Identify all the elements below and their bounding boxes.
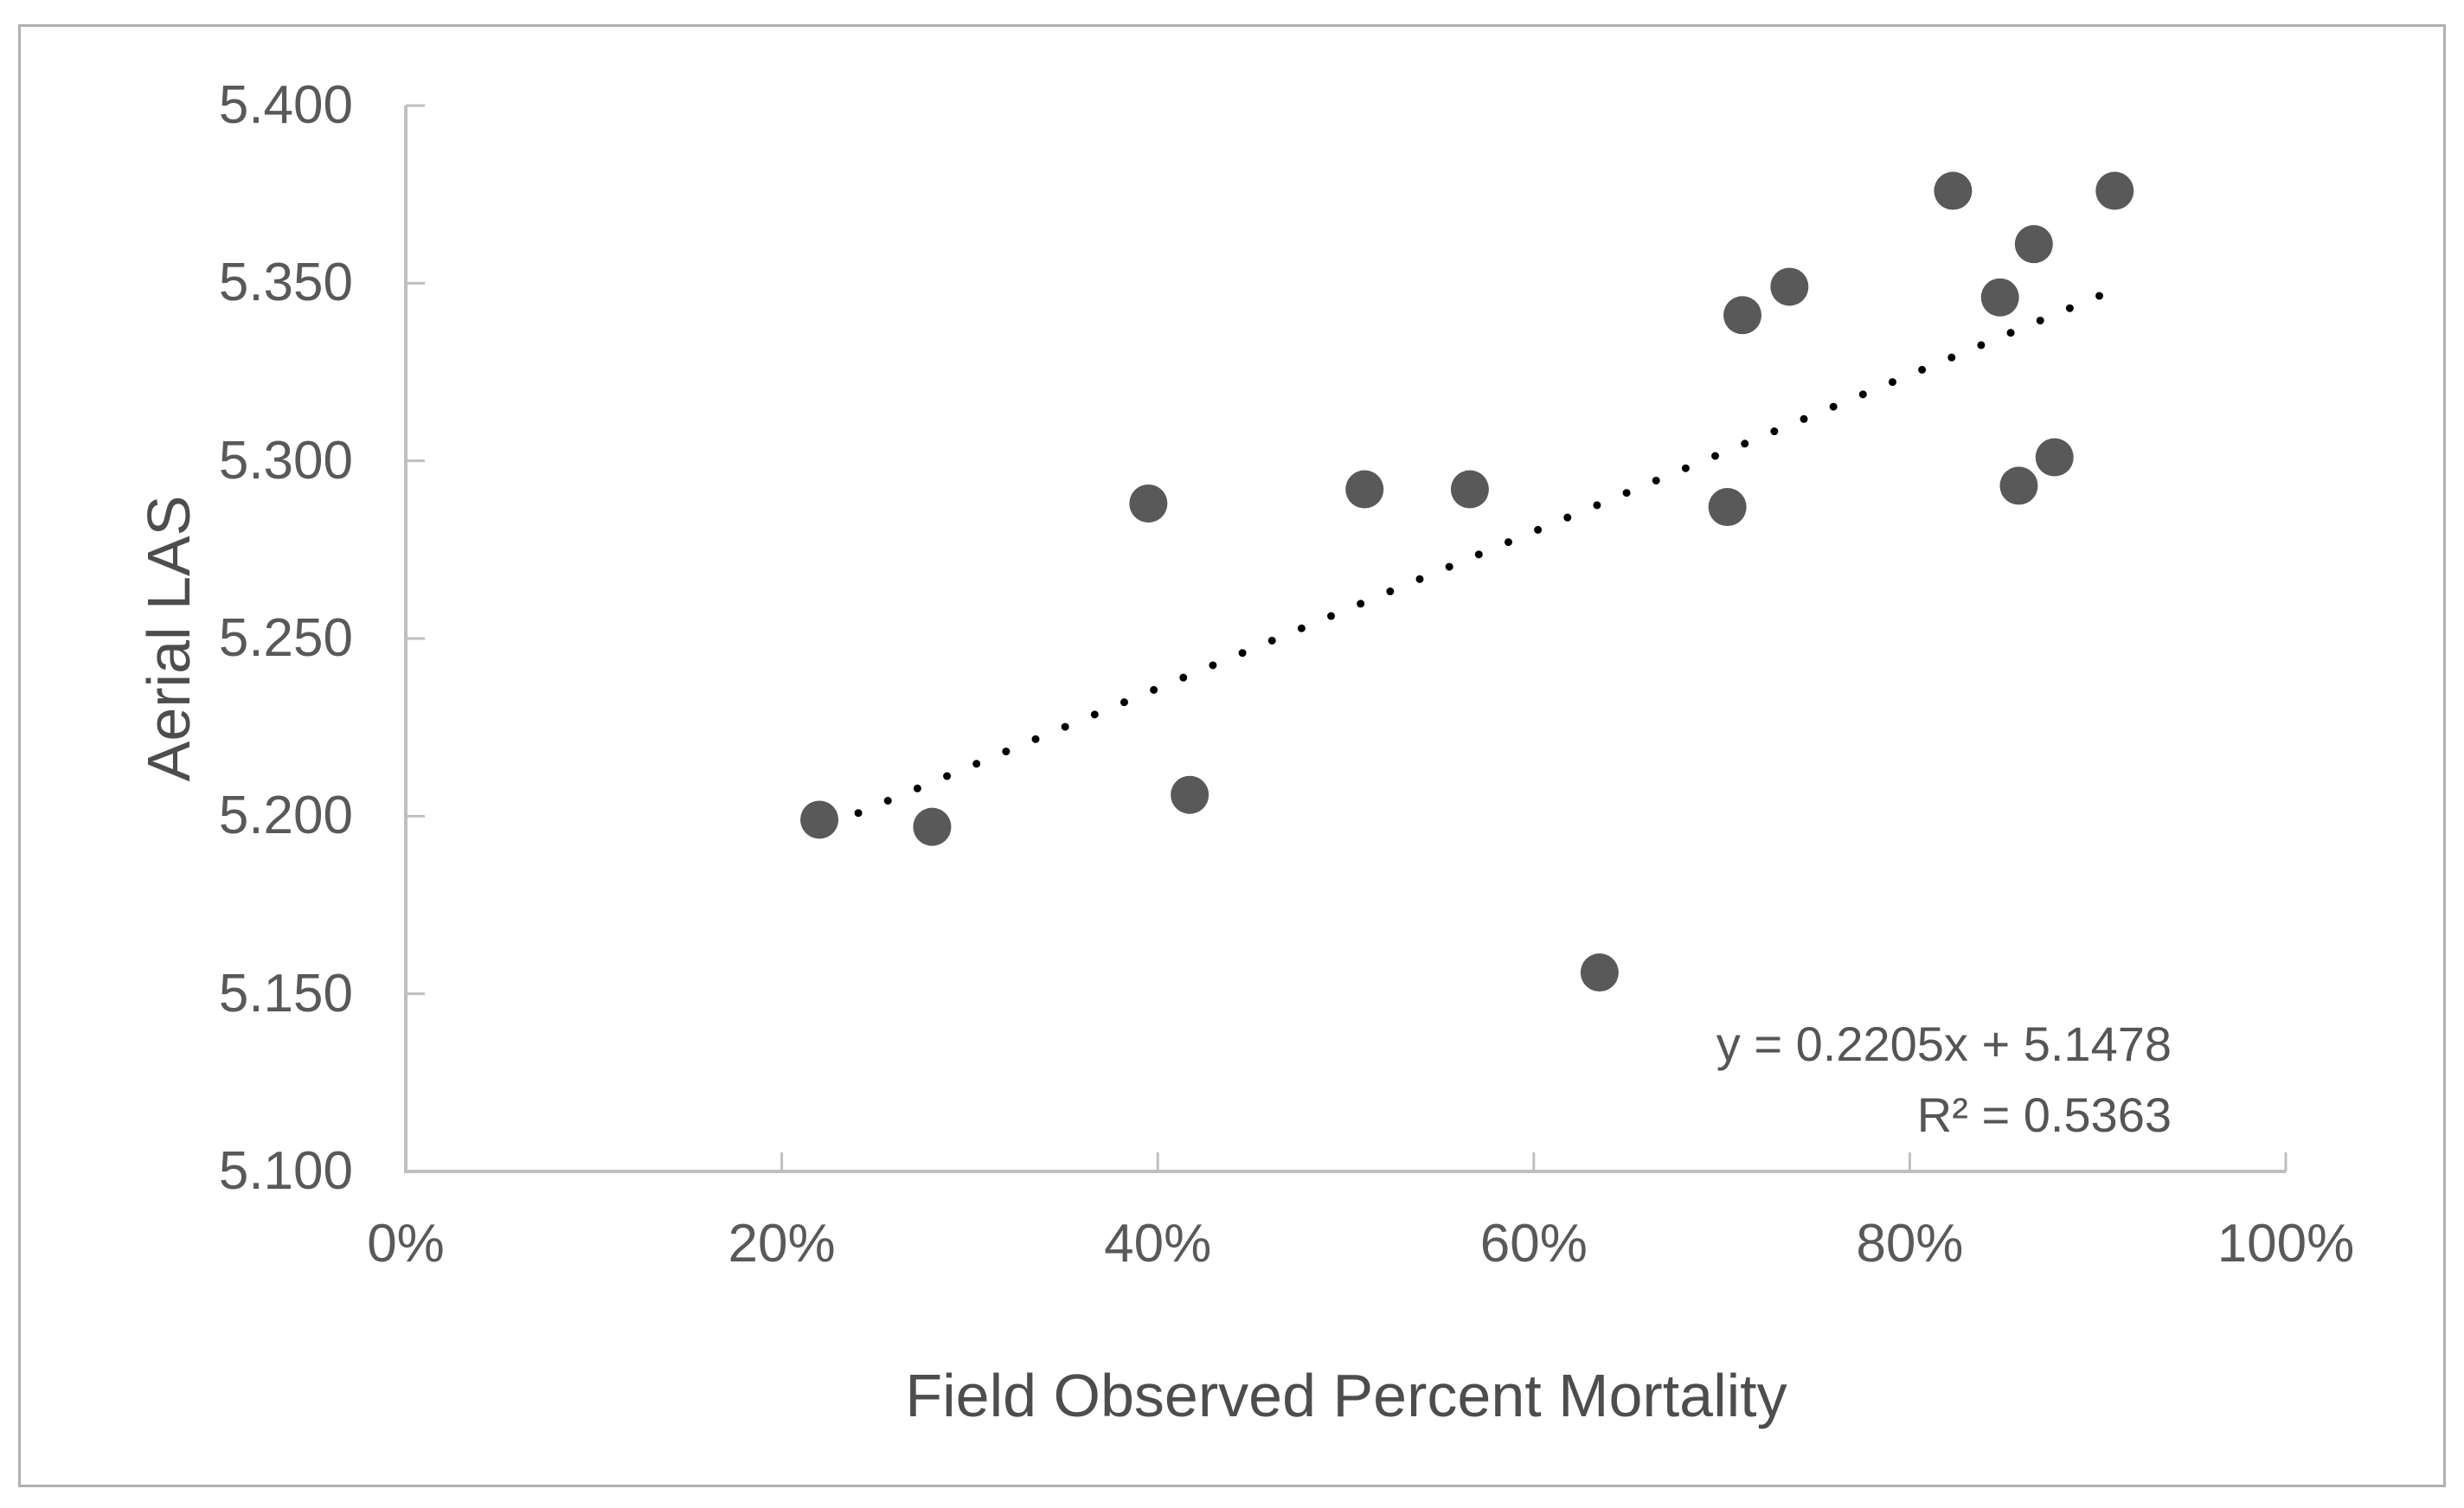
y-tick-label: 5.150 (218, 963, 353, 1024)
data-point (1980, 278, 2019, 317)
equation-line: y = 0.2205x + 5.1478 (1716, 1017, 2172, 1071)
data-point (2095, 171, 2134, 210)
data-point (800, 800, 839, 839)
trendline-equation: y = 0.2205x + 5.1478 R² = 0.5363 (1384, 1009, 2172, 1151)
x-tick-label: 60% (1479, 1214, 1588, 1274)
y-tick-label: 5.300 (218, 430, 353, 491)
data-point (1129, 484, 1168, 523)
x-tick-label: 40% (1104, 1214, 1212, 1274)
data-point (1450, 470, 1489, 509)
data-point (1934, 171, 1973, 210)
x-axis-title: Field Observed Percent Mortality (905, 1362, 1787, 1429)
x-tick-label: 0% (367, 1214, 445, 1274)
y-tick-label: 5.250 (218, 608, 353, 668)
chart-outer-frame (18, 24, 2446, 1487)
data-point (1999, 466, 2038, 505)
data-point (1708, 488, 1747, 527)
y-axis-title: Aerial LAS (135, 495, 202, 782)
y-tick-label: 5.350 (218, 253, 353, 313)
x-tick-label: 80% (1856, 1214, 1964, 1274)
data-point (1770, 267, 1809, 306)
r-squared-line: R² = 0.5363 (1916, 1088, 2172, 1142)
data-point (1580, 953, 1619, 992)
data-point (1723, 296, 1762, 335)
y-tick-label: 5.100 (218, 1141, 353, 1201)
y-tick-label: 5.400 (218, 75, 353, 135)
data-point (2035, 438, 2074, 477)
trendline (825, 286, 2117, 830)
x-tick-label: 100% (2217, 1214, 2355, 1274)
x-tick-label: 20% (728, 1214, 836, 1274)
y-tick-label: 5.200 (218, 786, 353, 846)
data-point (1345, 470, 1384, 509)
data-point (1171, 775, 1210, 814)
data-point (2014, 225, 2053, 264)
data-point (913, 807, 952, 846)
